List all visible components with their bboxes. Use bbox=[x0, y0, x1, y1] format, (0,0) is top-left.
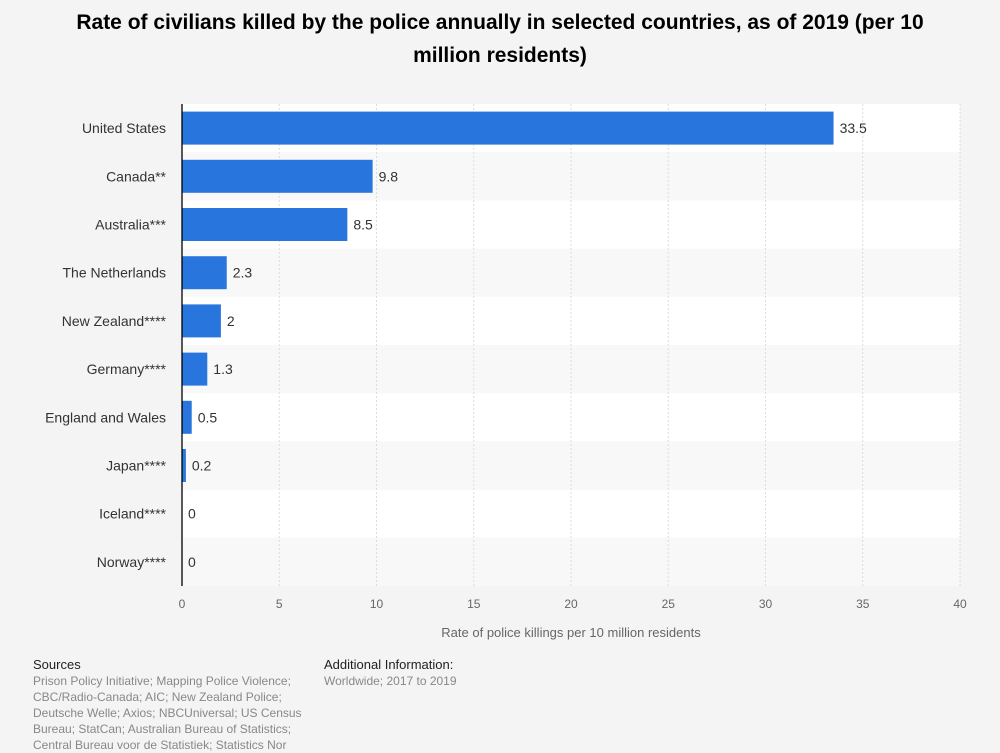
additional-info-heading: Additional Information: bbox=[324, 657, 454, 672]
sources-section: Sources Prison Policy Initiative; Mappin… bbox=[33, 657, 318, 753]
x-tick-label: 15 bbox=[467, 597, 481, 611]
category-label: New Zealand**** bbox=[62, 313, 167, 329]
category-label: Germany**** bbox=[87, 361, 167, 377]
category-label: Canada** bbox=[106, 168, 166, 184]
bar bbox=[182, 256, 227, 290]
value-label: 33.5 bbox=[840, 120, 867, 136]
chart-title: Rate of civilians killed by the police a… bbox=[76, 11, 924, 67]
x-tick-label: 10 bbox=[370, 597, 384, 611]
category-label: United States bbox=[82, 120, 166, 136]
x-tick-label: 20 bbox=[564, 597, 578, 611]
category-label: The Netherlands bbox=[62, 265, 166, 281]
value-label: 2.3 bbox=[233, 265, 253, 281]
category-label: Iceland**** bbox=[99, 506, 166, 522]
x-tick-label: 5 bbox=[276, 597, 283, 611]
bar bbox=[182, 304, 221, 338]
value-label: 0.2 bbox=[192, 458, 212, 474]
value-label: 8.5 bbox=[353, 217, 373, 233]
additional-info-section: Additional Information: Worldwide; 2017 … bbox=[324, 657, 624, 689]
sources-heading: Sources bbox=[33, 657, 81, 672]
value-label: 2 bbox=[227, 313, 235, 329]
category-label: Japan**** bbox=[106, 458, 166, 474]
x-tick-label: 35 bbox=[856, 597, 870, 611]
x-tick-label: 25 bbox=[662, 597, 676, 611]
bar bbox=[182, 208, 348, 241]
sources-text: Prison Policy Initiative; Mapping Police… bbox=[33, 674, 302, 752]
bar bbox=[182, 400, 192, 434]
x-tick-label: 40 bbox=[953, 597, 967, 611]
additional-info-text: Worldwide; 2017 to 2019 bbox=[324, 674, 457, 688]
category-label: England and Wales bbox=[45, 409, 166, 425]
value-label: 9.8 bbox=[379, 168, 399, 184]
bar bbox=[182, 352, 208, 386]
value-label: 0 bbox=[188, 506, 196, 522]
bar-chart: United States 33.5 Canada** 9.8 Australia***… bbox=[45, 104, 967, 640]
bar bbox=[182, 449, 186, 482]
x-axis-title: Rate of police killings per 10 million r… bbox=[441, 625, 701, 640]
category-label: Australia*** bbox=[95, 217, 166, 233]
x-tick-label: 30 bbox=[759, 597, 773, 611]
value-label: 0.5 bbox=[198, 409, 218, 425]
value-label: 0 bbox=[188, 554, 196, 570]
category-label: Norway**** bbox=[97, 554, 167, 570]
x-tick-label: 0 bbox=[179, 597, 186, 611]
bar bbox=[182, 111, 834, 145]
value-label: 1.3 bbox=[213, 361, 233, 377]
bar bbox=[182, 159, 373, 193]
